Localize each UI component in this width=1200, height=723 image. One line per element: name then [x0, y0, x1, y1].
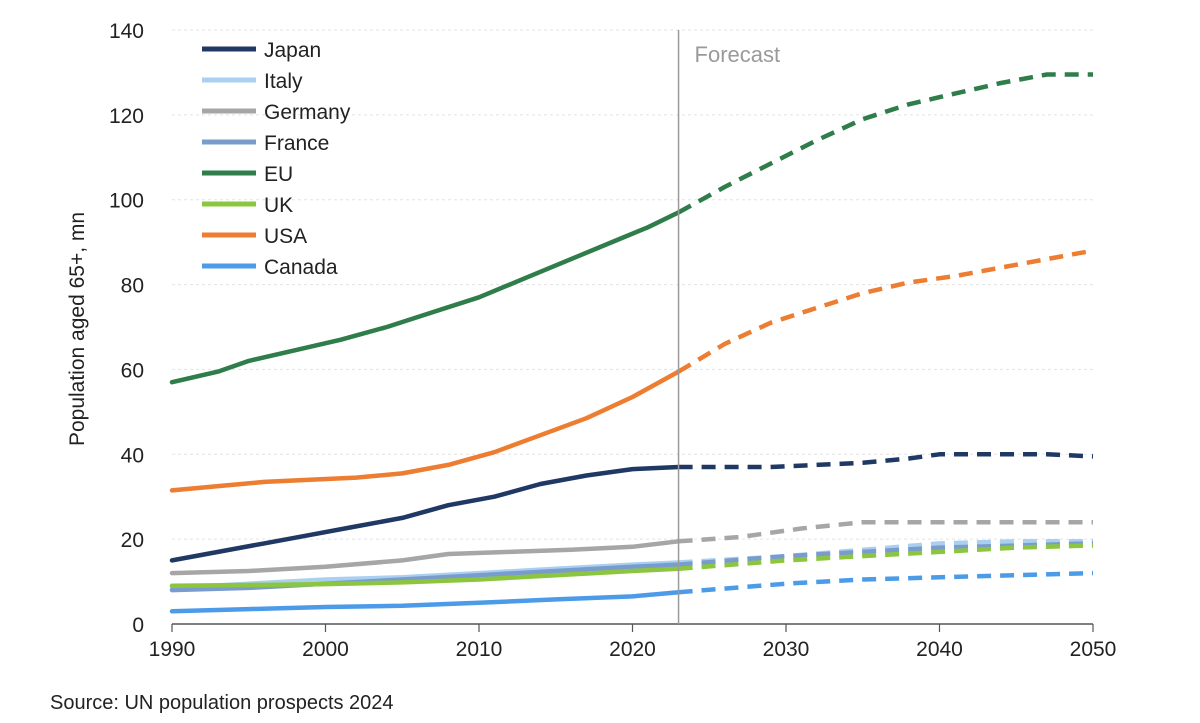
y-tick-60: 60: [121, 359, 144, 382]
x-tick-1990: 1990: [149, 638, 196, 661]
y-tick-0: 0: [132, 614, 144, 637]
source-note: Source: UN population prospects 2024: [50, 692, 394, 715]
series-line-japan-forecast: [679, 454, 1093, 467]
y-tick-40: 40: [121, 444, 144, 467]
y-tick-120: 120: [109, 105, 144, 128]
series-line-germany-forecast: [679, 522, 1093, 541]
forecast-label: Forecast: [695, 42, 781, 67]
legend-label-eu: EU: [264, 163, 293, 186]
x-tick-2040: 2040: [916, 638, 963, 661]
series-line-canada-actual: [172, 592, 679, 611]
x-tick-2020: 2020: [609, 638, 656, 661]
x-tick-2000: 2000: [302, 638, 349, 661]
legend-label-uk: UK: [264, 194, 293, 217]
legend-label-canada: Canada: [264, 256, 338, 279]
legend-label-germany: Germany: [264, 101, 351, 124]
legend-label-japan: Japan: [264, 39, 321, 62]
x-tick-2010: 2010: [456, 638, 503, 661]
x-tick-2030: 2030: [763, 638, 810, 661]
y-axis-label: Population aged 65+, mn: [66, 212, 89, 446]
y-tick-80: 80: [121, 275, 144, 298]
series-line-eu-actual: [172, 212, 679, 382]
series-line-usa-forecast: [679, 251, 1093, 372]
legend-label-france: France: [264, 132, 329, 155]
y-tick-100: 100: [109, 190, 144, 213]
y-tick-140: 140: [109, 20, 144, 43]
legend-label-italy: Italy: [264, 70, 303, 93]
y-tick-20: 20: [121, 529, 144, 552]
x-tick-2050: 2050: [1070, 638, 1117, 661]
legend: Japan Italy Germany France EU UK USA Canada: [202, 39, 351, 279]
series-line-eu-forecast: [679, 75, 1093, 213]
legend-label-usa: USA: [264, 225, 307, 248]
series-line-canada-forecast: [679, 573, 1093, 592]
series-lines: [172, 75, 1093, 612]
